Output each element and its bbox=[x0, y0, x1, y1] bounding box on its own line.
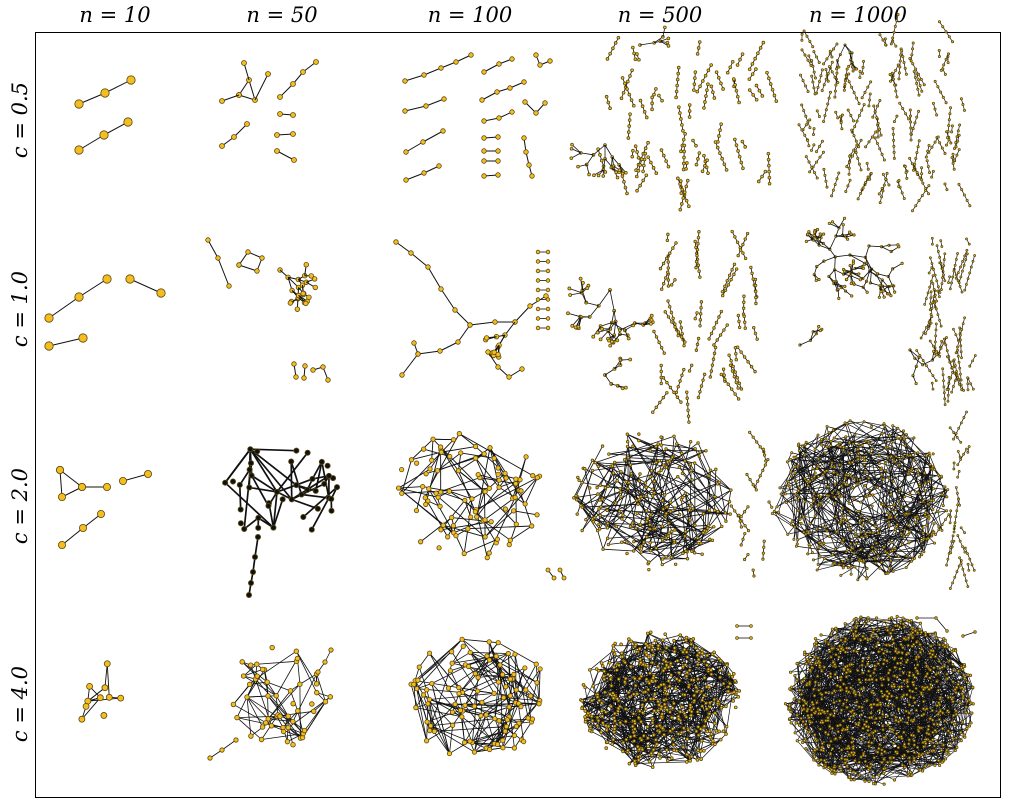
graph-n10-c2.0 bbox=[56, 465, 152, 550]
graph-n100-c4.0 bbox=[408, 636, 543, 757]
graph-n500-c4.0 bbox=[579, 624, 753, 769]
graph-n50-c0.5 bbox=[219, 59, 319, 163]
column-label-n10: n = 10 bbox=[79, 3, 151, 27]
column-label-n500: n = 500 bbox=[617, 3, 703, 27]
figure-frame bbox=[35, 32, 1001, 798]
column-label-n1000: n = 1000 bbox=[809, 3, 907, 27]
graph-n100-c2.0 bbox=[395, 431, 567, 581]
graph-n50-c1.0 bbox=[205, 237, 331, 383]
graph-n50-c2.0 bbox=[222, 446, 341, 599]
column-label-n100: n = 100 bbox=[427, 3, 513, 27]
graph-n10-c4.0 bbox=[78, 660, 125, 723]
graph-n100-c1.0 bbox=[393, 239, 551, 380]
graph-n500-c2.0 bbox=[572, 430, 774, 578]
graph-n10-c1.0 bbox=[44, 274, 166, 351]
graph-n1000-c4.0 bbox=[783, 614, 977, 786]
column-label-n50: n = 50 bbox=[246, 3, 318, 27]
graph-n500-c1.0 bbox=[566, 229, 759, 424]
graph-n100-c0.5 bbox=[402, 52, 553, 183]
graph-n500-c0.5 bbox=[569, 25, 779, 212]
graph-n10-c0.5 bbox=[74, 75, 136, 155]
graph-n50-c4.0 bbox=[207, 644, 334, 761]
graph-n1000-c1.0 bbox=[798, 216, 977, 407]
graph-n1000-c2.0 bbox=[770, 410, 976, 590]
graph-n1000-c0.5 bbox=[797, 13, 972, 213]
